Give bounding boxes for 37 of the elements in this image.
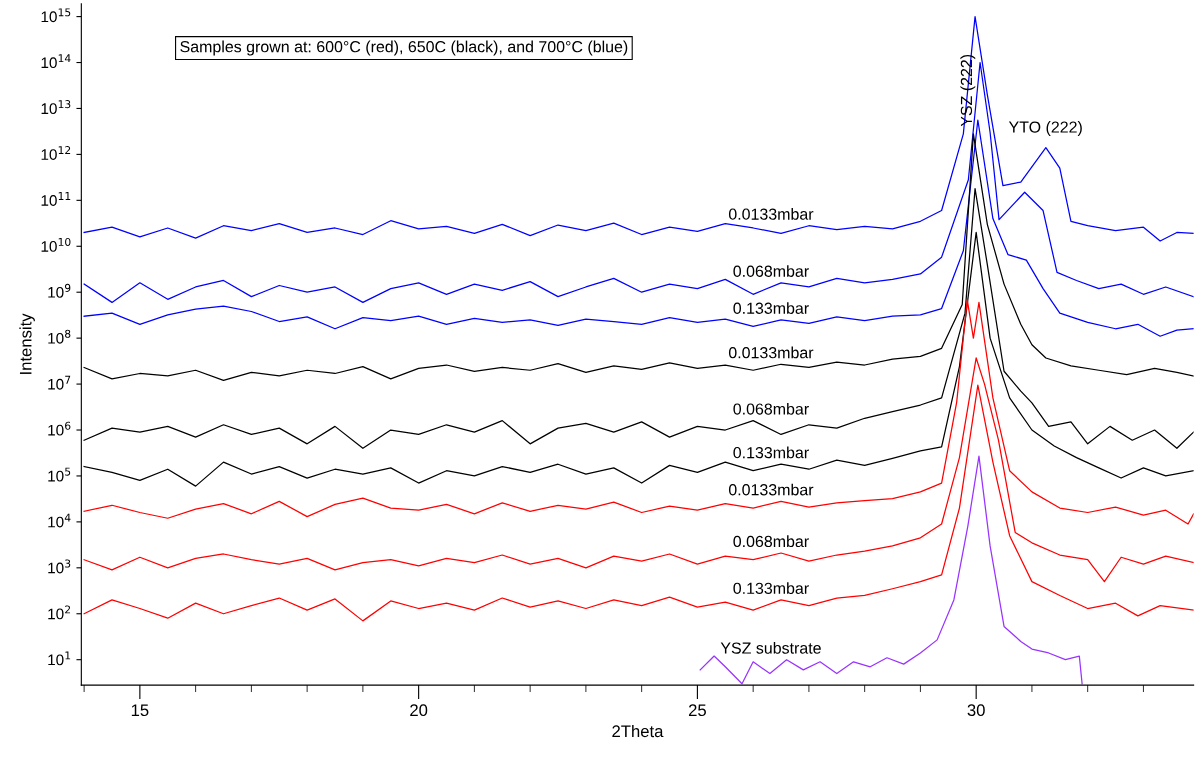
y-axis-title: Intensity	[19, 313, 35, 374]
series-label: 0.133mbar	[733, 446, 809, 459]
y-tick-label: 10$^{1}$	[48, 651, 71, 666]
line-series	[83, 298, 1194, 525]
series-label: 0.0133mbar	[728, 483, 814, 496]
y-tick-label: 10$^{15}$	[41, 8, 71, 23]
y-tick-label: 10$^{11}$	[41, 192, 71, 206]
y-tick-label: 10$^{7}$	[48, 375, 71, 390]
x-tick-label: 25	[688, 704, 706, 717]
y-tick-label: 10$^{3}$	[48, 559, 71, 574]
y-tick-label: 10$^{2}$	[48, 605, 71, 620]
annotation: YTO (222)	[1008, 121, 1082, 136]
y-tick-label: 10$^{5}$	[48, 467, 71, 482]
series-label: 0.0133mbar	[728, 208, 814, 220]
series-label: 0.068mbar	[733, 265, 809, 277]
annotation: Samples grown at: 600°C (red), 650C (black), and 700°C (blue)	[180, 40, 628, 56]
line-series	[83, 357, 1194, 583]
y-tick-label: 10$^{4}$	[48, 513, 71, 528]
series-label: 0.133mbar	[733, 302, 809, 314]
y-tick-label: 10$^{12}$	[41, 146, 71, 160]
x-axis-title: 2Theta	[612, 724, 664, 738]
series-label: 0.068mbar	[733, 402, 809, 415]
series-label: 0.068mbar	[733, 535, 809, 548]
x-tick-label: 15	[131, 704, 149, 717]
annotation: YSZ (222)	[960, 54, 976, 127]
x-tick-label: 30	[967, 704, 985, 717]
series-label: YSZ substrate	[720, 642, 821, 654]
line-series	[83, 384, 1194, 622]
series-label: 0.0133mbar	[728, 346, 814, 359]
series-label: 0.133mbar	[733, 582, 809, 594]
y-tick-label: 10$^{9}$	[48, 283, 71, 298]
y-tick-label: 10$^{14}$	[41, 54, 71, 69]
x-tick-label: 20	[410, 704, 428, 717]
y-tick-label: 10$^{13}$	[41, 100, 71, 115]
y-tick-label: 10$^{10}$	[41, 237, 71, 252]
y-tick-label: 10$^{8}$	[48, 329, 71, 344]
y-tick-label: 10$^{6}$	[48, 421, 71, 436]
